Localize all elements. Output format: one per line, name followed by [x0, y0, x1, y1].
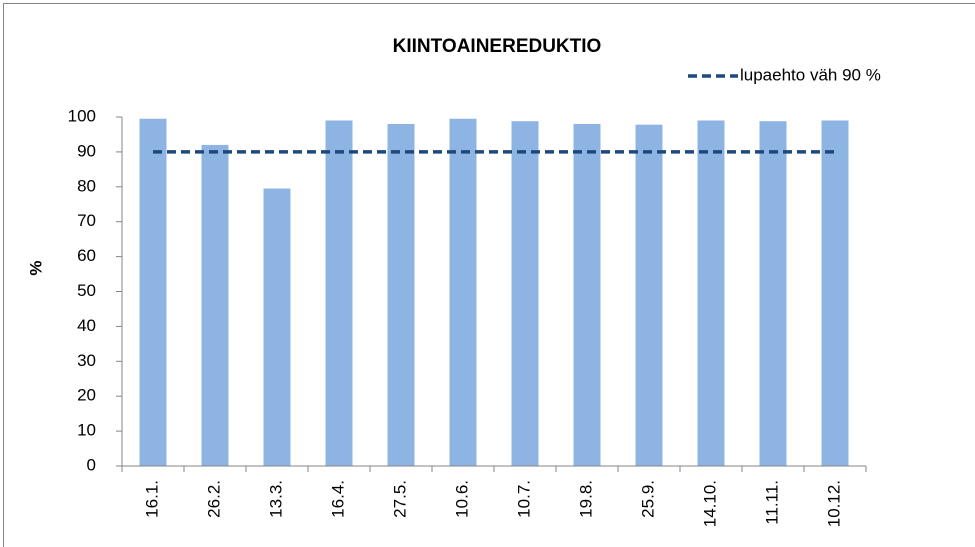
- y-tick-label: 40: [77, 316, 96, 335]
- legend-label: lupaehto väh 90 %: [740, 65, 881, 84]
- x-tick-label: 14.10.: [700, 480, 719, 527]
- bar: [573, 123, 601, 466]
- bar: [697, 120, 725, 467]
- bar: [635, 124, 663, 466]
- x-tick-label: 10.7.: [514, 480, 533, 518]
- x-tick-label: 19.8.: [576, 480, 595, 518]
- x-tick-label: 11.11.: [762, 480, 781, 525]
- x-tick-label: 27.5.: [390, 480, 409, 518]
- bar: [449, 118, 477, 467]
- bar: [263, 188, 291, 467]
- y-tick-label: 50: [77, 281, 96, 300]
- y-tick-label: 70: [77, 211, 96, 230]
- x-tick-label: 25.9.: [638, 480, 657, 518]
- bar: [821, 120, 849, 467]
- y-tick-label: 100: [68, 106, 96, 125]
- x-tick-label: 10.12.: [824, 480, 843, 527]
- y-tick-label: 60: [77, 246, 96, 265]
- bar: [325, 120, 353, 467]
- x-tick-label: 26.2.: [204, 480, 223, 518]
- bar: [511, 121, 539, 467]
- x-tick-label: 10.6.: [452, 480, 471, 518]
- x-tick-label: 16.4.: [328, 480, 347, 518]
- y-tick-label: 10: [77, 421, 96, 440]
- chart-title: KIINTOAINEREDUKTIO: [393, 36, 602, 57]
- bar: [387, 123, 415, 466]
- y-axis-label: %: [26, 260, 45, 275]
- y-tick-label: 30: [77, 351, 96, 370]
- y-tick-label: 20: [77, 386, 96, 405]
- bar: [201, 144, 229, 467]
- bar: [139, 118, 167, 467]
- y-tick-label: 90: [77, 141, 96, 160]
- x-tick-label: 16.1.: [142, 480, 161, 518]
- bar: [759, 121, 787, 467]
- y-tick-label: 80: [77, 176, 96, 195]
- y-tick-label: 0: [87, 455, 96, 474]
- x-tick-label: 13.3.: [266, 480, 285, 518]
